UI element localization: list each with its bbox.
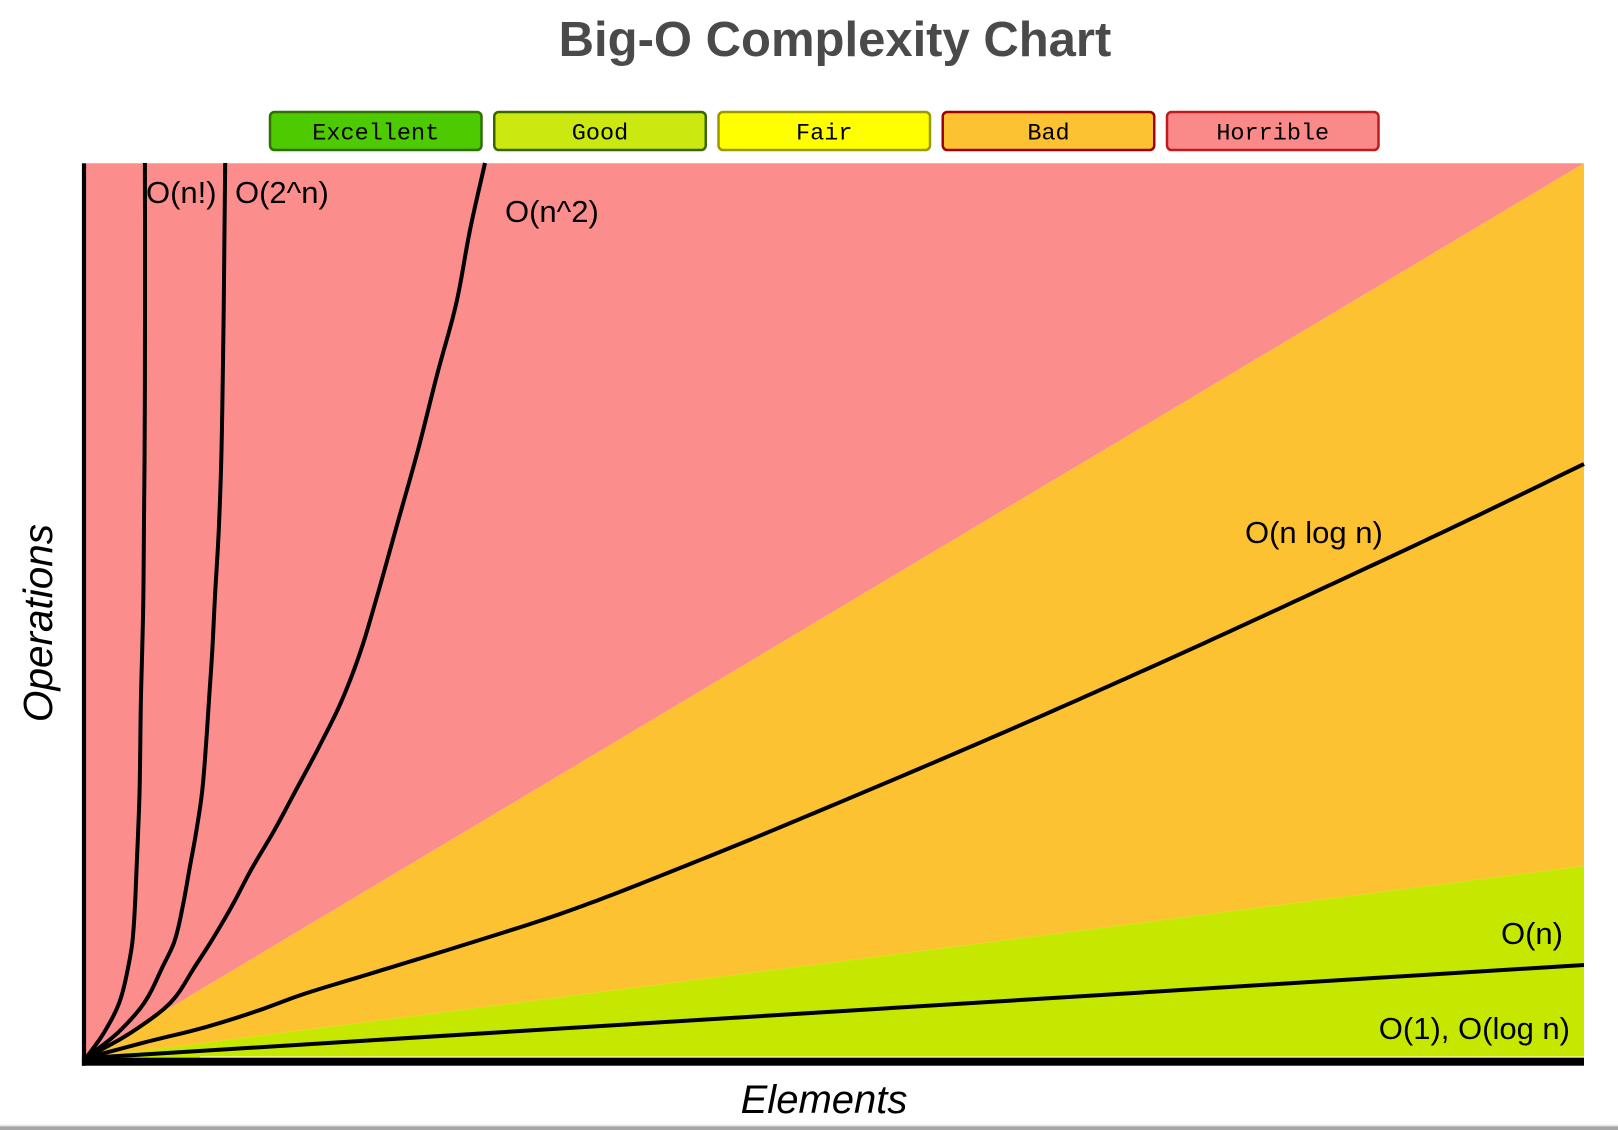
svg-text:Horrible: Horrible (1216, 121, 1329, 148)
svg-text:Good: Good (572, 121, 628, 148)
svg-text:Elements: Elements (741, 1078, 908, 1122)
svg-text:O(n!): O(n!) (146, 175, 217, 210)
svg-text:O(2^n): O(2^n) (235, 175, 329, 210)
svg-text:O(n): O(n) (1501, 916, 1563, 951)
svg-text:O(n^2): O(n^2) (505, 194, 599, 229)
svg-text:Big-O Complexity Chart: Big-O Complexity Chart (559, 13, 1112, 67)
svg-text:O(n log n): O(n log n) (1245, 515, 1383, 550)
svg-text:O(1), O(log n): O(1), O(log n) (1379, 1011, 1570, 1046)
svg-text:Fair: Fair (796, 121, 852, 148)
svg-text:Operations: Operations (15, 524, 61, 722)
svg-text:Excellent: Excellent (312, 121, 439, 148)
svg-text:Bad: Bad (1027, 121, 1069, 148)
